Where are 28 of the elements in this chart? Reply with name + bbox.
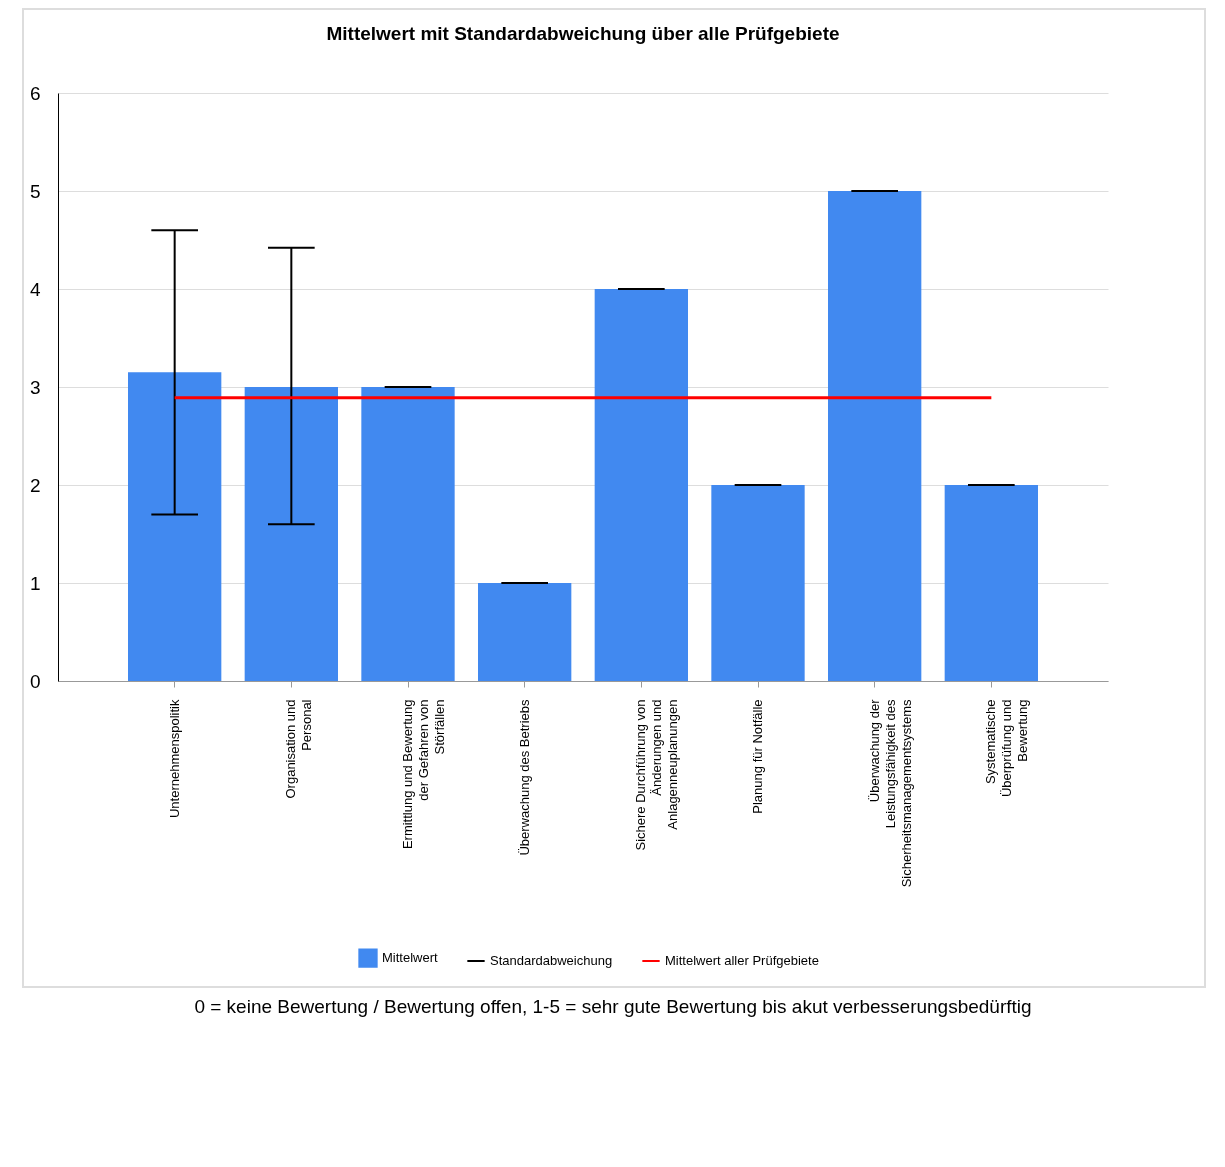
legend-label: Mittelwert <box>382 950 439 966</box>
bar <box>244 387 338 681</box>
bar <box>944 485 1038 681</box>
bar <box>711 485 805 681</box>
x-tick-label: Systematische Überprüfung und Bewertung <box>983 699 1031 798</box>
x-tick-label: Überwachung des Betriebs <box>516 699 532 856</box>
y-tick-label: 4 <box>29 278 41 300</box>
y-tick-label: 5 <box>29 180 41 202</box>
y-tick-label: 2 <box>29 474 41 496</box>
y-tick-label: 3 <box>29 376 41 398</box>
y-tick-label: 6 <box>29 82 41 104</box>
bar <box>828 191 922 681</box>
chart-title: Mittelwert mit Standardabweichung über alle Prüfgebiete <box>326 23 840 44</box>
bar <box>361 387 455 681</box>
x-tick-label: Organisation und Personal <box>283 699 315 799</box>
text: Standardabweichung <box>490 953 613 968</box>
legend-label: Mittelwert aller Prüfgebiete <box>665 953 819 968</box>
x-tick-label: Unternehmenspolitik <box>166 699 182 819</box>
text: 0 = keine Bewertung / Bewertung offen, 1-5 = sehr gute Bewertung bis akut verbesserungsbedürftig <box>193 996 1033 1018</box>
bar <box>478 583 572 681</box>
x-tick-label: Sichere Durchführung von Änderungen und Anlagenneuplanungen <box>633 699 681 851</box>
x-tick-label: Planung für Notfälle <box>750 699 765 814</box>
y-tick-label: 0 <box>29 670 41 692</box>
bar <box>128 372 222 681</box>
y-tick-label: 1 <box>29 572 41 594</box>
x-tick-label: Ermittlung und Bewertung der Gefahren von Störfällen <box>400 699 447 850</box>
bar <box>594 289 688 681</box>
x-tick-label: Überwachung der Leistungsfähigkeit des Sicherheitsmanagementsystems <box>866 698 914 888</box>
